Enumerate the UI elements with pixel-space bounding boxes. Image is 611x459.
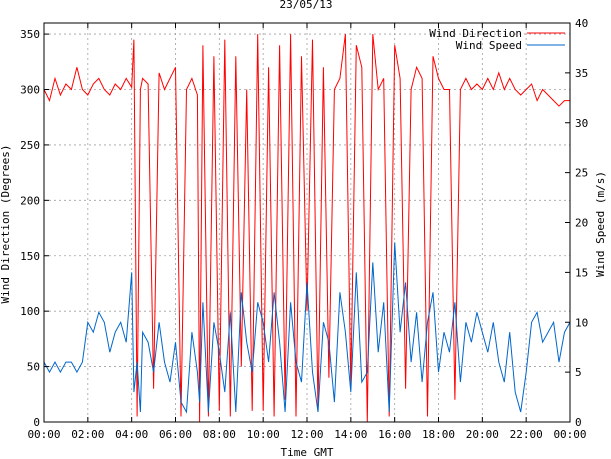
series-line-wind-speed — [43, 242, 571, 414]
y-tick-label: 250 — [20, 139, 40, 152]
y-axis-label: Wind Direction (Degrees) — [0, 145, 12, 304]
y-tick-label: 200 — [20, 194, 40, 207]
x-tick-label: 22:00 — [510, 428, 543, 441]
x-tick-label: 12:00 — [290, 428, 323, 441]
legend: Wind Direction Wind Speed — [429, 27, 565, 52]
series-layer — [43, 34, 571, 423]
y2-axis-label: Wind Speed (m/s) — [594, 171, 607, 277]
y2-tick-label: 0 — [575, 416, 582, 429]
legend-label-wind-speed: Wind Speed — [456, 39, 522, 52]
y2-tick-label: 40 — [575, 17, 588, 30]
plot-frame — [43, 22, 571, 423]
y2-tick-label: 20 — [575, 217, 588, 230]
x-tick-label: 18:00 — [422, 428, 455, 441]
x-tick-label: 02:00 — [71, 428, 104, 441]
y2-tick-label: 35 — [575, 67, 588, 80]
y-axis-ticks: 0 50 100 150 200 250 300 350 — [20, 28, 49, 429]
grid — [44, 23, 570, 422]
x-tick-label: 10:00 — [247, 428, 280, 441]
y2-axis-ticks: 0 5 10 15 20 25 30 35 40 — [565, 17, 588, 429]
y2-tick-label: 5 — [575, 366, 582, 379]
y2-tick-label: 10 — [575, 316, 588, 329]
x-tick-label: 20:00 — [466, 428, 499, 441]
y2-tick-label: 25 — [575, 167, 588, 180]
y-tick-label: 0 — [33, 416, 40, 429]
x-tick-label: 00:00 — [553, 428, 586, 441]
x-tick-label: 08:00 — [203, 428, 236, 441]
y-tick-label: 150 — [20, 250, 40, 263]
y2-tick-label: 30 — [575, 117, 588, 130]
x-axis-ticks: 00:00 02:00 04:00 06:00 08:00 10:00 12:00 14:00… — [27, 23, 587, 441]
y-tick-label: 300 — [20, 84, 40, 97]
y-tick-label: 350 — [20, 28, 40, 41]
series-line-wind-direction — [43, 34, 570, 423]
legend-label-wind-direction: Wind Direction — [429, 27, 522, 40]
y-tick-label: 100 — [20, 305, 40, 318]
x-tick-label: 06:00 — [159, 428, 192, 441]
x-tick-label: 14:00 — [334, 428, 367, 441]
y-tick-label: 50 — [27, 361, 40, 374]
y2-tick-label: 15 — [575, 266, 588, 279]
x-tick-label: 00:00 — [27, 428, 60, 441]
chart-title: 23/05/13 — [280, 0, 333, 11]
x-tick-label: 04:00 — [115, 428, 148, 441]
x-axis-label: Time GMT — [281, 446, 334, 459]
x-tick-label: 16:00 — [378, 428, 411, 441]
